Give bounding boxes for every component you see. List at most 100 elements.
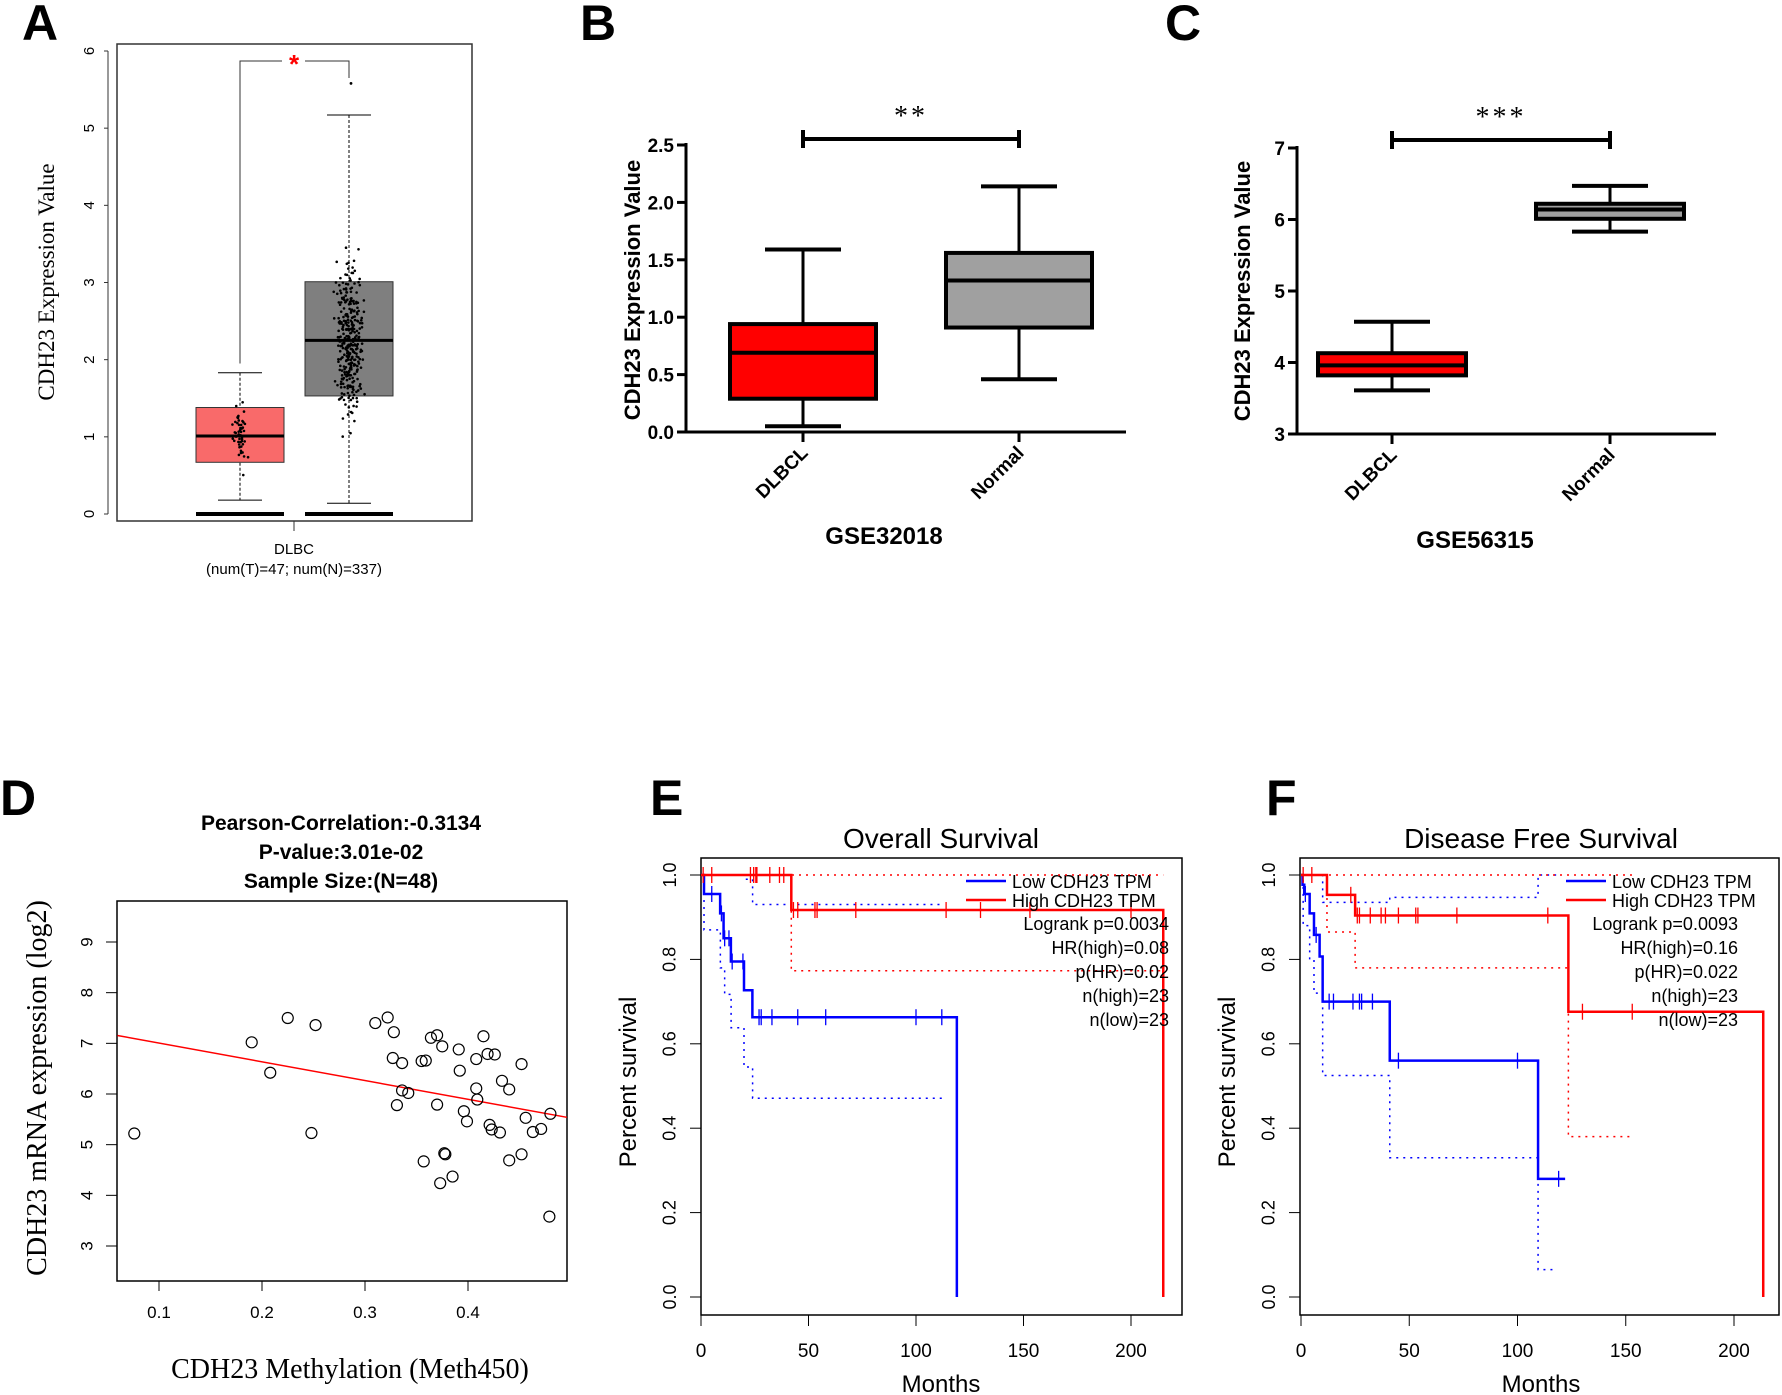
- jitter-point: [356, 312, 359, 316]
- data-point: [477, 1030, 490, 1043]
- jitter-point: [238, 445, 241, 449]
- jitter-point: [356, 364, 359, 368]
- data-point: [309, 1018, 322, 1032]
- jitter-point: [241, 400, 244, 404]
- jitter-point: [358, 283, 362, 287]
- x-axis-label: GSE56315: [1416, 527, 1533, 554]
- jitter-point: [340, 322, 343, 325]
- y-tick-label: 0.6: [660, 1031, 680, 1056]
- jitter-point: [346, 318, 350, 322]
- data-point: [515, 1058, 528, 1071]
- stat-text: n(low)=23: [1658, 1010, 1738, 1030]
- jitter-point: [352, 259, 356, 263]
- jitter-point: [343, 370, 346, 374]
- panel-a-boxplot: 0 1 2 3 4 5 6 CDH23 Expression Value DLBC (num(T)…: [34, 43, 473, 578]
- jitter-point: [339, 386, 343, 389]
- jitter-point: [363, 392, 366, 396]
- data-point: [387, 1026, 400, 1039]
- data-point: [495, 1074, 509, 1087]
- data-point: [439, 1148, 452, 1161]
- jitter-point: [348, 352, 352, 356]
- y-axis-label: CDH23 Expression Value: [34, 163, 59, 400]
- data-point: [305, 1126, 318, 1140]
- data-point: [493, 1126, 507, 1139]
- data-point: [395, 1084, 409, 1097]
- jitter-point: [231, 437, 235, 440]
- jitter-point: [349, 311, 353, 314]
- jitter-point: [356, 306, 359, 310]
- jitter-point: [340, 369, 344, 372]
- jitter-point: [345, 323, 349, 327]
- jitter-point: [238, 437, 241, 441]
- jitter-point: [351, 396, 355, 400]
- jitter-point: [350, 347, 354, 351]
- ci-upper-low: [701, 874, 942, 906]
- jitter-point: [351, 340, 355, 344]
- x-tick-label: 100: [900, 1341, 932, 1362]
- jitter-point: [341, 346, 345, 350]
- jitter-point: [340, 344, 344, 348]
- jitter-point: [342, 307, 346, 310]
- data-point: [281, 1011, 294, 1025]
- jitter-point: [359, 387, 363, 390]
- jitter-point: [342, 365, 346, 368]
- jitter-point: [243, 422, 247, 426]
- jitter-point: [238, 428, 242, 432]
- jitter-point: [337, 301, 341, 304]
- stat-text: n(high)=23: [1651, 986, 1738, 1006]
- jitter-point: [341, 382, 345, 386]
- y-tick-label: 0.2: [660, 1200, 680, 1225]
- jitter-point: [339, 301, 343, 304]
- panel-f-survival: Disease Free Survival 0 50 100 150 200 0.0 0.2 0…: [1214, 823, 1780, 1395]
- jitter-point: [239, 451, 243, 455]
- y-tick-label: 0: [81, 510, 98, 518]
- jitter-point: [342, 393, 346, 396]
- regression-line: [117, 1034, 568, 1119]
- data-point: [395, 1056, 409, 1070]
- data-point: [446, 1170, 459, 1183]
- jitter-point: [342, 287, 346, 291]
- y-tick-label: 3: [77, 1241, 96, 1250]
- y-tick-label: 4: [77, 1191, 96, 1200]
- jitter-point: [341, 355, 344, 359]
- data-point: [535, 1122, 548, 1136]
- jitter-point: [345, 354, 349, 358]
- jitter-point: [338, 303, 342, 307]
- jitter-point: [241, 426, 245, 429]
- jitter-point: [338, 340, 342, 343]
- y-tick-label: 0.0: [1259, 1284, 1279, 1309]
- jitter-point: [337, 358, 340, 361]
- jitter-point: [239, 423, 243, 427]
- jitter-point: [360, 349, 364, 353]
- data-point: [457, 1105, 470, 1118]
- jitter-point: [339, 276, 342, 280]
- jitter-point: [337, 329, 340, 333]
- jitter-point: [346, 346, 349, 350]
- jitter-point: [334, 281, 338, 284]
- jitter-point: [339, 310, 343, 313]
- data-point: [402, 1086, 415, 1100]
- y-tick-label: 5: [1274, 282, 1285, 303]
- x-axis-label: GSE32018: [825, 523, 942, 550]
- jitter-point: [335, 292, 339, 296]
- jitter-point: [352, 388, 355, 392]
- x-tick-label: 50: [798, 1341, 819, 1362]
- data-point: [431, 1098, 444, 1111]
- jitter-point: [338, 319, 342, 323]
- x-tick-label: 0.1: [147, 1303, 171, 1322]
- panel-c-boxplot: 3 4 5 6 7 CDH23 Expression Value DLBCL Normal **…: [1230, 102, 1716, 554]
- x-tick-label: DLBC: [274, 541, 314, 558]
- jitter-point: [353, 343, 357, 346]
- jitter-point: [348, 394, 351, 397]
- jitter-point: [344, 359, 348, 363]
- y-tick-label: 6: [81, 47, 98, 55]
- y-tick-label: 3: [81, 278, 98, 286]
- jitter-point: [351, 271, 355, 275]
- jitter-point: [353, 419, 356, 423]
- data-point: [369, 1016, 382, 1030]
- jitter-point: [348, 377, 351, 381]
- jitter-point: [351, 381, 354, 384]
- plot-frame: [116, 900, 568, 1282]
- x-tick-label: 0: [696, 1341, 707, 1362]
- jitter-point: [346, 384, 350, 387]
